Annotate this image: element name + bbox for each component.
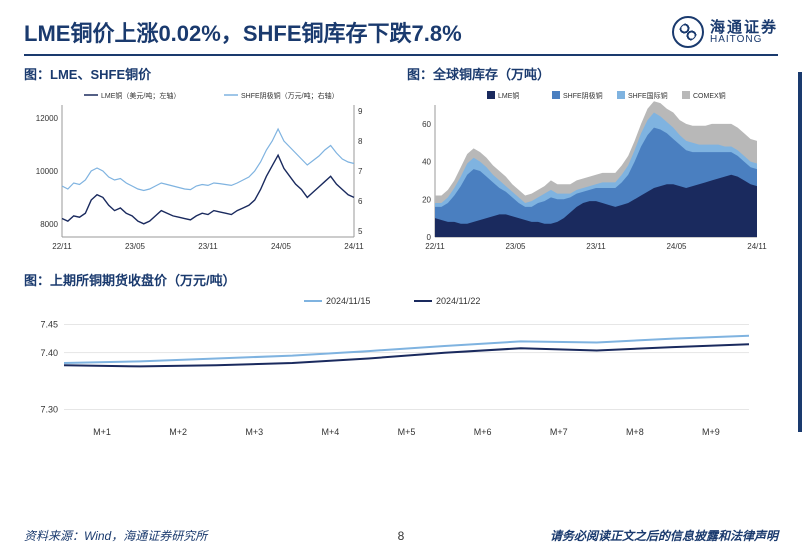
svg-text:M+6: M+6 [474,427,492,437]
chart1-block: 图：LME、SHFE铜价 LME铜（美元/吨；左轴） SHFE阴极铜（万元/吨；右… [24,64,395,262]
slide: LME铜价上涨0.02%，SHFE铜库存下跌7.8% 海通证券 HAITONG … [0,0,802,554]
header: LME铜价上涨0.02%，SHFE铜库存下跌7.8% 海通证券 HAITONG [24,16,778,56]
chart3-title: 图：上期所铜期货收盘价（万元/吨） [24,270,778,289]
haitong-logo-icon [672,16,704,48]
svg-text:23/11: 23/11 [586,242,606,251]
page-number: 8 [398,529,405,543]
svg-text:COMEX铜: COMEX铜 [693,91,726,100]
svg-text:7.30: 7.30 [40,405,58,415]
svg-text:SHFE阴极铜: SHFE阴极铜 [563,91,603,100]
logo-cn: 海通证券 [710,20,778,35]
source-text: 资料来源：Wind，海通证券研究所 [24,527,207,544]
svg-text:LME铜: LME铜 [498,91,519,100]
chart2-svg: LME铜 SHFE阴极铜 SHFE国际铜 COMEX铜 0 20 40 60 22/11 23/0… [407,87,767,257]
svg-text:M+8: M+8 [626,427,644,437]
accent-bar [798,72,802,432]
svg-text:23/05: 23/05 [125,242,146,251]
chart3-area: 2024/11/15 2024/11/22 7.30 7.40 7.45 M+1 M+2 M+… [24,293,778,448]
svg-text:2024/11/22: 2024/11/22 [436,296,480,306]
svg-text:8: 8 [358,137,363,146]
svg-text:23/05: 23/05 [505,242,526,251]
svg-text:40: 40 [422,158,431,167]
chart2-area: LME铜 SHFE阴极铜 SHFE国际铜 COMEX铜 0 20 40 60 22/11 23/0… [407,87,778,262]
chart3-block: 图：上期所铜期货收盘价（万元/吨） 2024/11/15 2024/11/22 7.… [24,270,778,448]
svg-text:60: 60 [422,120,431,129]
svg-text:M+5: M+5 [398,427,416,437]
logo-en: HAITONG [710,35,778,45]
svg-text:SHFE国际铜: SHFE国际铜 [628,91,668,100]
svg-text:12000: 12000 [36,114,59,123]
chart2-title: 图：全球铜库存（万吨） [407,64,778,83]
svg-text:8000: 8000 [40,220,58,229]
svg-text:22/11: 22/11 [425,242,445,251]
svg-text:20: 20 [422,195,431,204]
logo-text: 海通证券 HAITONG [710,20,778,45]
svg-text:0: 0 [427,233,432,242]
svg-text:7.40: 7.40 [40,348,58,358]
top-charts-row: 图：LME、SHFE铜价 LME铜（美元/吨；左轴） SHFE阴极铜（万元/吨；右… [24,64,778,262]
svg-text:M+9: M+9 [702,427,720,437]
chart1-title: 图：LME、SHFE铜价 [24,64,395,83]
svg-text:M+7: M+7 [550,427,568,437]
chart3-svg: 2024/11/15 2024/11/22 7.30 7.40 7.45 M+1 M+2 M+… [24,293,764,443]
svg-text:6: 6 [358,197,363,206]
svg-text:24/11: 24/11 [747,242,767,251]
svg-text:22/11: 22/11 [52,242,72,251]
svg-text:24/11: 24/11 [344,242,364,251]
footer: 资料来源：Wind，海通证券研究所 8 请务必阅读正文之后的信息披露和法律声明 [24,527,778,544]
chart1-area: LME铜（美元/吨；左轴） SHFE阴极铜（万元/吨；右轴） 8000 10000 12… [24,87,395,262]
page-title: LME铜价上涨0.02%，SHFE铜库存下跌7.8% [24,16,462,48]
logo: 海通证券 HAITONG [672,16,778,48]
svg-text:7: 7 [358,167,363,176]
svg-text:7.45: 7.45 [40,319,58,329]
disclaimer-text: 请务必阅读正文之后的信息披露和法律声明 [550,527,778,544]
svg-text:23/11: 23/11 [198,242,218,251]
svg-text:M+2: M+2 [169,427,187,437]
svg-text:9: 9 [358,107,363,116]
chart2-block: 图：全球铜库存（万吨） LME铜 SHFE阴极铜 SHFE国际铜 COMEX铜 0 20 4… [407,64,778,262]
svg-text:5: 5 [358,227,363,236]
svg-text:2024/11/15: 2024/11/15 [326,296,370,306]
svg-text:M+4: M+4 [322,427,340,437]
svg-text:10000: 10000 [36,167,59,176]
svg-text:24/05: 24/05 [666,242,687,251]
chart1-svg: LME铜（美元/吨；左轴） SHFE阴极铜（万元/吨；右轴） 8000 10000 12… [24,87,384,257]
svg-text:SHFE阴极铜（万元/吨；右轴）: SHFE阴极铜（万元/吨；右轴） [241,91,339,100]
svg-text:M+1: M+1 [93,427,111,437]
svg-text:24/05: 24/05 [271,242,292,251]
svg-text:LME铜（美元/吨；左轴）: LME铜（美元/吨；左轴） [101,91,180,100]
svg-text:M+3: M+3 [245,427,263,437]
